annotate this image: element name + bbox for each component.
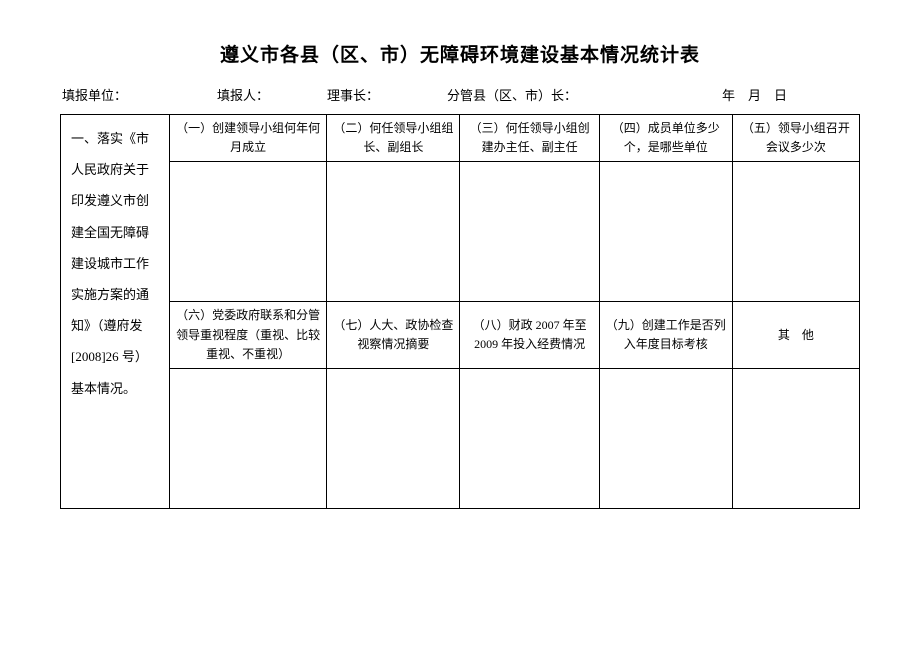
data-cell <box>327 368 460 508</box>
leader-label: 分管县（区、市）长： <box>447 85 722 104</box>
col-header: （一）创建领导小组何年何月成立 <box>169 115 326 162</box>
data-cell <box>460 368 599 508</box>
col-header: （八）财政 2007 年至2009 年投入经费情况 <box>460 302 599 369</box>
col-header: （二）何任领导小组组长、副组长 <box>327 115 460 162</box>
director-label: 理事长： <box>327 85 447 104</box>
main-table: 一、落实《市人民政府关于印发遵义市创建全国无障碍建设城市工作实施方案的通知》（遵… <box>60 114 860 509</box>
col-header: （四）成员单位多少个，是哪些单位 <box>599 115 732 162</box>
unit-label: 填报单位： <box>62 85 217 104</box>
col-header: （六）党委政府联系和分管领导重视程度（重视、比较重视、不重视） <box>169 302 326 369</box>
data-cell <box>327 162 460 302</box>
data-cell <box>599 368 732 508</box>
data-cell <box>460 162 599 302</box>
data-cell <box>599 162 732 302</box>
col-header: 其 他 <box>732 302 859 369</box>
page-title: 遵义市各县（区、市）无障碍环境建设基本情况统计表 <box>60 40 860 67</box>
col-header: （三）何任领导小组创建办主任、副主任 <box>460 115 599 162</box>
section-label: 一、落实《市人民政府关于印发遵义市创建全国无障碍建设城市工作实施方案的通知》（遵… <box>61 115 170 509</box>
col-header: （五）领导小组召开会议多少次 <box>732 115 859 162</box>
form-header: 填报单位： 填报人： 理事长： 分管县（区、市）长： 年 月 日 <box>60 85 860 104</box>
data-cell <box>732 368 859 508</box>
date-label: 年 月 日 <box>722 85 787 104</box>
reporter-label: 填报人： <box>217 85 327 104</box>
col-header: （七）人大、政协检查视察情况摘要 <box>327 302 460 369</box>
data-cell <box>169 162 326 302</box>
data-cell <box>732 162 859 302</box>
col-header: （九）创建工作是否列入年度目标考核 <box>599 302 732 369</box>
data-cell <box>169 368 326 508</box>
